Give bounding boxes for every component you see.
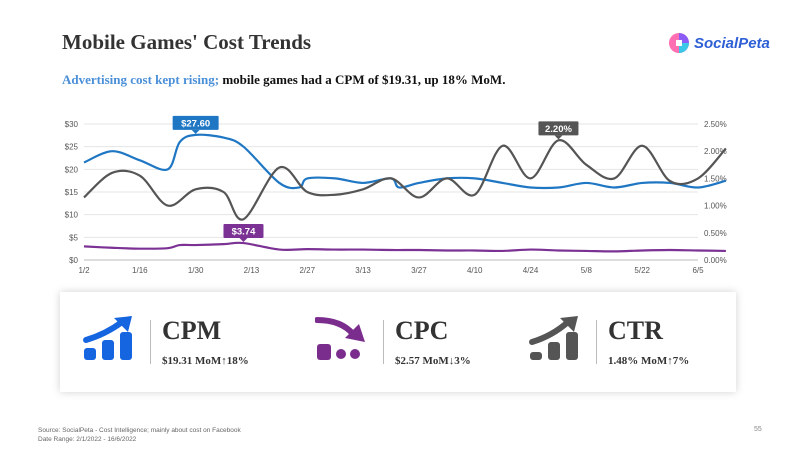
y-right-tick-label: 0.50% [704, 229, 727, 238]
y-right-tick-label: 0.00% [704, 256, 727, 265]
bar-chart-curved-arrow-icon [315, 317, 365, 360]
x-tick-label: 4/10 [467, 266, 483, 275]
y-left-tick-label: $5 [69, 233, 78, 242]
y-left-tick-label: $10 [65, 211, 79, 220]
data-label-box [172, 115, 219, 130]
y-left-tick-label: $15 [65, 188, 79, 197]
kpi-value: $2.57 MoM↓3% [395, 355, 471, 367]
data-label-pointer [191, 129, 200, 134]
cost-trends-chart: $0 $5 $10 $15 $20 $25 $30 0.00% 0.50% 1.00% 1.50% 2… [65, 115, 727, 275]
date-range-text: Date Range: 2/1/2022 - 16/6/2022 [38, 436, 137, 443]
data-label-box [538, 121, 579, 136]
kpi-name: CTR [608, 316, 663, 345]
x-tick-label: 1/2 [78, 266, 90, 275]
subtitle-rest: mobile games had a CPM of $19.31, up 18%… [219, 72, 506, 87]
x-tick-label: 3/27 [411, 266, 427, 275]
kpi-divider [596, 320, 597, 364]
y-right-tick-label: 2.00% [704, 147, 727, 156]
y-right-tick-label: 2.50% [704, 120, 727, 129]
data-label-pointer [239, 238, 248, 243]
bar-chart-up-arrow-icon [83, 316, 132, 360]
kpi-name: CPC [395, 316, 449, 345]
x-tick-label: 3/13 [355, 266, 371, 275]
x-tick-label: 1/16 [132, 266, 148, 275]
bar-chart-up-arrow-icon [529, 316, 578, 360]
y-left-tick-label: $30 [65, 120, 79, 129]
footer-source: Source: SocialPeta - Cost Intelligence; … [38, 426, 241, 444]
socialpeta-logo: SocialPeta [668, 32, 788, 58]
kpi-divider [150, 320, 151, 364]
x-tick-label: 6/5 [692, 266, 704, 275]
series-line-cpc [83, 241, 726, 253]
y-left-tick-label: $20 [65, 165, 79, 174]
subtitle: Advertising cost kept rising; mobile gam… [62, 72, 505, 88]
series-line-cpm [83, 133, 727, 190]
y-right-tick-label: 1.50% [704, 174, 727, 183]
data-label-pointer [554, 135, 563, 140]
x-tick-label: 2/13 [244, 266, 260, 275]
logo-text: SocialPeta [694, 35, 770, 52]
x-tick-label: 5/8 [581, 266, 593, 275]
page-number: 55 [754, 426, 762, 433]
x-tick-label: 2/27 [299, 266, 315, 275]
y-left-tick-label: $0 [69, 256, 78, 265]
subtitle-highlight: Advertising cost kept rising; [62, 72, 220, 87]
x-tick-label: 4/24 [523, 266, 539, 275]
data-label: 2.20% [545, 124, 572, 135]
series-line-ctr [83, 139, 727, 221]
y-right-tick-label: 1.00% [704, 202, 727, 211]
data-label: $3.74 [232, 227, 256, 238]
x-tick-label: 5/22 [634, 266, 650, 275]
kpi-divider [383, 320, 384, 364]
kpi-name: CPM [162, 316, 222, 345]
page-title: Mobile Games' Cost Trends [62, 30, 312, 54]
kpi-value: 1.48% MoM↑7% [608, 355, 690, 367]
kpi-value: $19.31 MoM↑18% [162, 355, 249, 367]
data-label: $27.60 [181, 118, 210, 129]
y-left-tick-label: $25 [65, 143, 79, 152]
kpi-panel: CPM $19.31 MoM↑18% CPC $2.57 MoM↓3% CTR … [60, 292, 736, 392]
source-text: Source: SocialPeta - Cost Intelligence; … [38, 427, 241, 434]
data-label-box [223, 224, 264, 239]
logo-icon [669, 33, 689, 53]
x-tick-label: 1/30 [188, 266, 204, 275]
